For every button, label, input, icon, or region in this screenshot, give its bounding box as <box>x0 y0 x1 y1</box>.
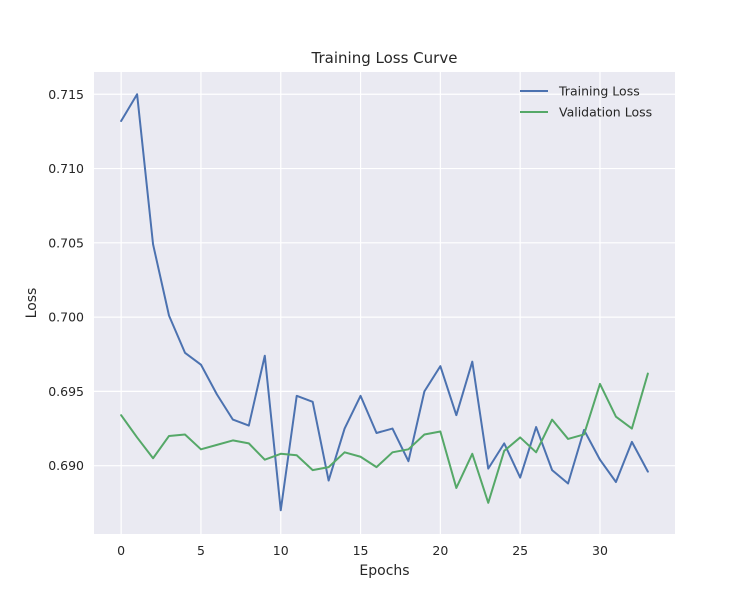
y-axis-label: Loss <box>24 288 40 319</box>
legend: Training Loss Validation Loss <box>520 84 652 120</box>
series-group <box>120 93 649 512</box>
legend-label: Training Loss <box>558 84 640 99</box>
y-tick-label: 0.705 <box>48 235 84 250</box>
chart-title: Training Loss Curve <box>311 49 458 67</box>
x-tick-label: 20 <box>432 543 448 558</box>
y-tick-label: 0.715 <box>48 87 84 102</box>
x-ticks: 0 5 10 15 20 25 30 <box>117 543 608 558</box>
y-tick-label: 0.700 <box>48 310 84 325</box>
y-tick-label: 0.690 <box>48 458 84 473</box>
x-tick-label: 25 <box>512 543 528 558</box>
x-axis-label: Epochs <box>359 563 409 579</box>
y-tick-label: 0.710 <box>48 161 84 176</box>
series-line-validation-loss <box>120 372 649 504</box>
legend-label: Validation Loss <box>559 105 652 120</box>
x-tick-label: 30 <box>592 543 608 558</box>
plot-background <box>94 72 675 534</box>
x-tick-label: 15 <box>353 543 369 558</box>
series-line-training-loss <box>120 93 649 512</box>
x-tick-label: 10 <box>273 543 289 558</box>
grid <box>94 72 675 534</box>
x-tick-label: 5 <box>197 543 205 558</box>
x-tick-label: 0 <box>117 543 125 558</box>
y-ticks: 0.690 0.695 0.700 0.705 0.710 0.715 <box>48 87 84 473</box>
y-tick-label: 0.695 <box>48 384 84 399</box>
